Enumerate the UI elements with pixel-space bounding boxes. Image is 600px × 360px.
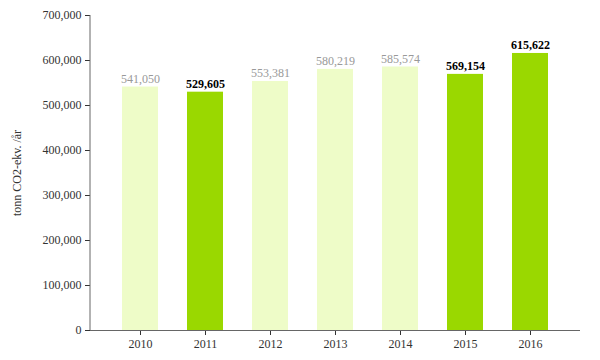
- svg-text:2015: 2015: [454, 337, 478, 351]
- svg-text:500,000: 500,000: [43, 98, 82, 112]
- svg-text:2016: 2016: [519, 337, 543, 351]
- svg-text:553,381: 553,381: [251, 66, 290, 80]
- svg-text:541,050: 541,050: [121, 72, 160, 86]
- svg-text:700,000: 700,000: [43, 8, 82, 22]
- svg-text:2011: 2011: [194, 337, 218, 351]
- svg-text:580,219: 580,219: [316, 54, 355, 68]
- svg-text:400,000: 400,000: [43, 143, 82, 157]
- svg-text:585,574: 585,574: [381, 52, 420, 66]
- svg-text:tonn CO2-ekv. /år: tonn CO2-ekv. /år: [10, 130, 24, 216]
- svg-text:600,000: 600,000: [43, 53, 82, 67]
- svg-text:2012: 2012: [259, 337, 283, 351]
- svg-text:0: 0: [76, 323, 82, 337]
- svg-text:2013: 2013: [324, 337, 348, 351]
- svg-text:2014: 2014: [389, 337, 413, 351]
- svg-text:200,000: 200,000: [43, 233, 82, 247]
- svg-text:529,605: 529,605: [186, 77, 225, 91]
- svg-text:300,000: 300,000: [43, 188, 82, 202]
- svg-text:100,000: 100,000: [43, 278, 82, 292]
- svg-text:615,622: 615,622: [511, 38, 550, 52]
- svg-text:569,154: 569,154: [446, 59, 485, 73]
- svg-text:2010: 2010: [129, 337, 153, 351]
